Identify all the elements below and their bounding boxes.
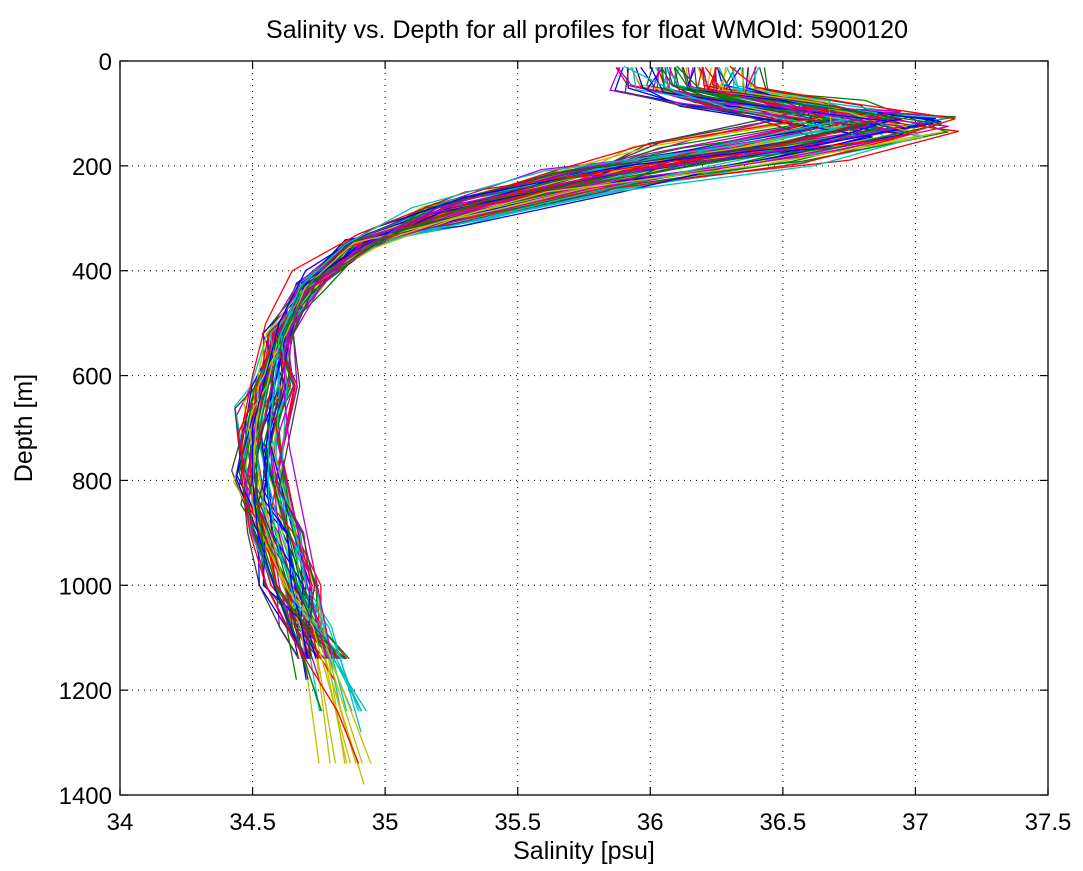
y-tick-label: 600 xyxy=(72,364,112,391)
x-tick-label: 36 xyxy=(637,809,664,836)
y-axis: 0 200 400 600 800 1000 1200 1400 xyxy=(59,49,1048,810)
x-tick-label: 35.5 xyxy=(494,809,541,836)
y-tick-label: 400 xyxy=(72,259,112,286)
profile-line-26 xyxy=(243,66,854,764)
profile-line-rep-0 xyxy=(251,65,890,659)
profile-line-49 xyxy=(260,67,873,659)
profile-line-46 xyxy=(274,67,949,659)
profile-line-50 xyxy=(263,67,899,660)
y-tick-label: 1000 xyxy=(59,573,112,600)
y-tick-label: 200 xyxy=(72,154,112,181)
y-tick-label: 0 xyxy=(99,49,112,76)
profile-line-63 xyxy=(263,67,942,659)
x-axis: 34 34.5 35 35.5 36 36.5 37 37.5 xyxy=(107,61,1072,836)
profile-line-64 xyxy=(238,67,830,660)
profile-line-33 xyxy=(233,67,846,785)
x-tick-label: 37 xyxy=(902,809,929,836)
profile-line-23 xyxy=(277,67,960,660)
profile-line-44 xyxy=(237,66,927,681)
profile-line-43 xyxy=(273,67,915,659)
x-axis-label: Salinity [psu] xyxy=(513,837,655,865)
y-tick-label: 1400 xyxy=(59,783,112,810)
profile-line-45 xyxy=(244,67,883,712)
y-axis-label: Depth [m] xyxy=(10,374,38,482)
profile-line-rep-3 xyxy=(267,65,837,660)
profile-line-65 xyxy=(271,67,882,659)
profile-line-31 xyxy=(269,67,877,712)
profile-line-34 xyxy=(250,67,867,660)
profile-line-14 xyxy=(263,66,937,660)
y-tick-label: 1200 xyxy=(59,678,112,705)
plot-area xyxy=(231,65,960,785)
profile-line-rep-4 xyxy=(283,65,903,659)
x-tick-label: 34.5 xyxy=(229,809,276,836)
profile-line-32 xyxy=(264,66,924,659)
x-tick-label: 37.5 xyxy=(1025,809,1072,836)
chart-title: Salinity vs. Depth for all profiles for … xyxy=(266,16,908,44)
x-tick-label: 36.5 xyxy=(759,809,806,836)
y-tick-label: 800 xyxy=(72,468,112,495)
profile-line-69 xyxy=(278,66,894,659)
profile-line-55 xyxy=(249,66,810,680)
profile-line-1 xyxy=(248,67,867,660)
profile-line-rep-1 xyxy=(254,65,943,712)
profile-line-rep-2 xyxy=(241,65,956,764)
plot-frame xyxy=(119,60,1049,796)
x-tick-label: 34 xyxy=(107,809,134,836)
x-tick-label: 35 xyxy=(372,809,399,836)
